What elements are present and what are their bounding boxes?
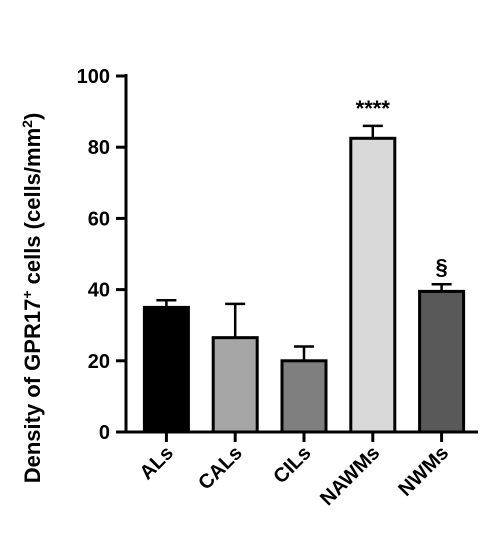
- bar: [211, 336, 259, 434]
- bar: [142, 305, 190, 434]
- bar: [280, 359, 328, 434]
- y-tick-label: 60: [88, 208, 110, 230]
- y-tick-label: 100: [77, 66, 110, 88]
- plot-area: 0 20 40 60 80 100 ALs CALs CILs NAWMs **** NWMs §: [77, 66, 478, 510]
- y-axis-label: Density of GPR17+ cells (cells/mm2): [19, 113, 45, 484]
- y-tick-label: 0: [99, 422, 110, 444]
- y-tick-label: 20: [88, 351, 110, 373]
- x-tick-label: NAWMs: [316, 442, 384, 510]
- y-tick-label: 80: [88, 137, 110, 159]
- x-tick-label: NWMs: [394, 442, 453, 501]
- significance-label: §: [435, 254, 447, 279]
- y-tick-label: 40: [88, 280, 110, 302]
- bar: [418, 289, 466, 434]
- x-tick-label: ALs: [136, 442, 178, 484]
- x-tick-label: CALs: [194, 442, 246, 494]
- x-tick-label: CILs: [269, 442, 315, 488]
- bar: [349, 136, 397, 434]
- significance-label: ****: [356, 96, 391, 121]
